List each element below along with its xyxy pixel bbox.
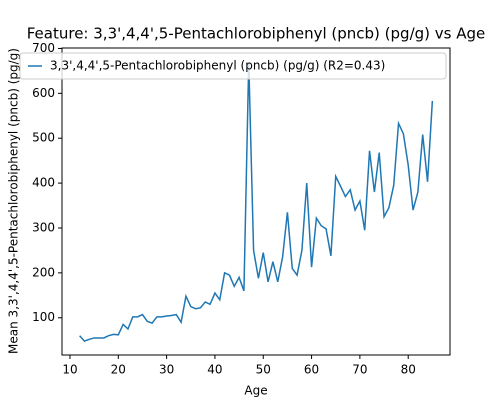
y-tick-label: 700 [32, 41, 55, 55]
line [79, 61, 434, 342]
legend-box [19, 52, 447, 80]
x-tick-label: 70 [352, 363, 367, 377]
legend-label: 3,3',4,4',5-Pentachlorobiphenyl (pncb) (… [50, 59, 385, 73]
y-tick-label: 400 [32, 176, 55, 190]
y-tick-label: 300 [32, 220, 55, 234]
y-tick-label: 200 [32, 265, 55, 279]
x-tick-label: 60 [304, 363, 319, 377]
chart-title: Feature: 3,3',4,4',5-Pentachlorobiphenyl… [27, 25, 485, 43]
x-tick-label: 20 [111, 363, 126, 377]
plot-frame [61, 47, 451, 356]
x-axis-label: Age [244, 384, 267, 398]
y-tick-label: 500 [32, 131, 55, 145]
y-tick-label: 100 [32, 310, 55, 324]
y-tick-label: 600 [32, 86, 55, 100]
x-tick-label: 10 [62, 363, 77, 377]
y-axis-label: Mean 3,3',4,4',5-Pentachlorobiphenyl (pn… [7, 48, 21, 354]
x-tick-label: 30 [159, 363, 174, 377]
x-tick-label: 50 [256, 363, 271, 377]
x-tick-label: 80 [401, 363, 416, 377]
x-tick-label: 40 [207, 363, 222, 377]
